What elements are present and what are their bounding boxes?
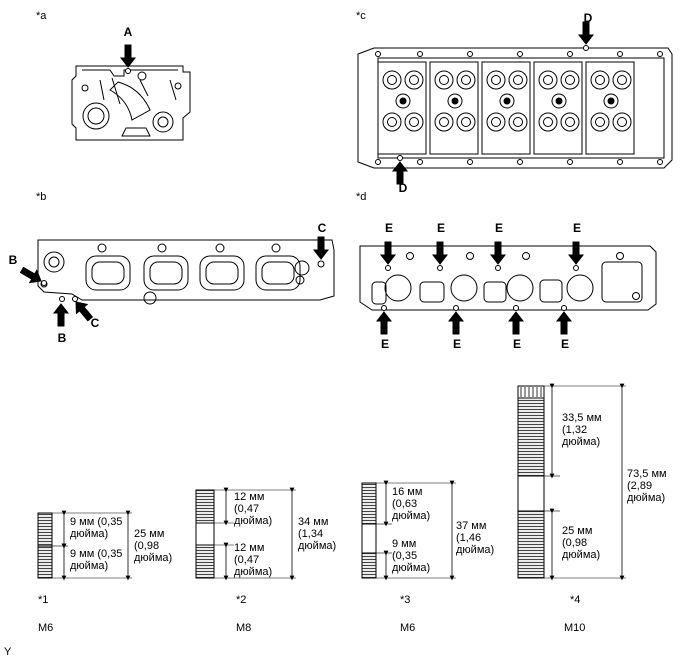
bolt1-dim-bottom: 9 мм (0,35 дюйма) — [70, 548, 123, 572]
bolt4-dim-total: 73,5 мм (2,89 дюйма) — [627, 468, 667, 504]
arrow-e-top — [567, 241, 585, 265]
bolt-2 — [195, 487, 296, 581]
exhaust-port — [450, 274, 478, 302]
mark-a: A — [123, 25, 133, 39]
panel-label-d: *d — [356, 191, 367, 203]
bolt2-dim-top: 12 мм (0,47 дюйма) — [234, 491, 273, 527]
bolt-4 — [517, 383, 626, 581]
exhaust-port — [566, 274, 594, 302]
arrow-e-top — [489, 241, 507, 265]
bolt2-size: M8 — [236, 622, 252, 634]
arrow-b-left — [19, 266, 42, 284]
mark-e-7: E — [512, 337, 521, 351]
bolt3-dim-top: 16 мм (0,63 дюйма) — [392, 486, 431, 522]
head-intake-side — [37, 239, 335, 305]
exhaust-port — [506, 274, 534, 302]
bolt1-dim-top: 9 мм (0,35 дюйма) — [70, 516, 123, 540]
arrow-e-bottom — [555, 311, 573, 335]
bolt1-label: *1 — [38, 594, 49, 606]
mark-b-bottom: B — [57, 331, 67, 345]
mark-e-1: E — [384, 221, 393, 235]
mark-e-6: E — [452, 337, 461, 351]
valve-cluster — [377, 61, 427, 155]
intake-port — [143, 255, 189, 291]
arrow-d-bottom — [391, 161, 409, 185]
valve-cluster — [429, 61, 479, 155]
mark-e-8: E — [560, 337, 569, 351]
panel-label-c: *c — [356, 10, 366, 22]
panel-label-b: *b — [36, 191, 47, 203]
mark-e-3: E — [494, 221, 503, 235]
head-top-view — [357, 45, 673, 169]
head-exhaust-side — [359, 245, 657, 311]
mark-c-bottom: C — [90, 316, 100, 330]
intake-port — [85, 255, 131, 291]
arrow-e-bottom — [507, 311, 525, 335]
valve-cluster — [481, 61, 531, 155]
mark-e-4: E — [572, 221, 581, 235]
pointer-arrows — [19, 21, 595, 335]
bolt3-label: *3 — [400, 594, 411, 606]
mark-d-top: D — [583, 11, 593, 25]
bolt-4-head — [517, 385, 545, 399]
head-end-view — [71, 65, 191, 141]
bolt4-size: M10 — [564, 622, 586, 634]
mark-b-left: B — [8, 253, 18, 267]
bolt1-dim-total: 25 мм (0,98 дюйма) — [134, 528, 173, 564]
arrow-a — [119, 44, 137, 68]
bolt1-size: M6 — [38, 622, 54, 634]
mark-e-2: E — [436, 221, 445, 235]
bolt2-dim-bottom: 12 мм (0,47 дюйма) — [234, 542, 273, 578]
bolt3-dim-bottom: 9 мм (0,35 дюйма) — [392, 538, 431, 574]
mark-d-bottom: D — [398, 181, 408, 195]
exhaust-port — [384, 274, 412, 302]
valve-cluster — [585, 61, 635, 155]
bolt4-label: *4 — [570, 594, 581, 606]
bolt-1 — [37, 510, 132, 581]
bolt2-dim-total: 34 мм (1,34 дюйма) — [298, 516, 337, 552]
bolt2-label: *2 — [236, 594, 247, 606]
bolt3-size: M6 — [400, 622, 416, 634]
valve-cluster — [533, 61, 583, 155]
bolt3-dim-total: 37 мм (1,46 дюйма) — [456, 520, 495, 556]
mark-e-5: E — [380, 337, 389, 351]
arrow-c-right — [312, 236, 330, 260]
bolt-drawings — [37, 383, 626, 581]
mark-c-right: C — [317, 221, 327, 235]
arrow-e-top — [379, 241, 397, 265]
arrow-b-bottom — [52, 303, 70, 327]
arrow-c-bottom — [75, 301, 94, 322]
arrow-e-bottom — [447, 311, 465, 335]
bolt-3 — [361, 480, 456, 581]
arrow-e-top — [431, 241, 449, 265]
bolt4-dim-top: 33,5 мм (1,32 дюйма) — [562, 412, 602, 448]
bolt4-dim-bottom: 25 мм (0,98 дюйма) — [562, 525, 601, 561]
corner-mark: Y — [4, 646, 12, 658]
intake-port — [199, 255, 245, 291]
arrow-e-bottom — [375, 311, 393, 335]
intake-port — [255, 255, 301, 291]
panel-label-a: *a — [36, 10, 47, 22]
arrow-d-top — [577, 21, 595, 45]
